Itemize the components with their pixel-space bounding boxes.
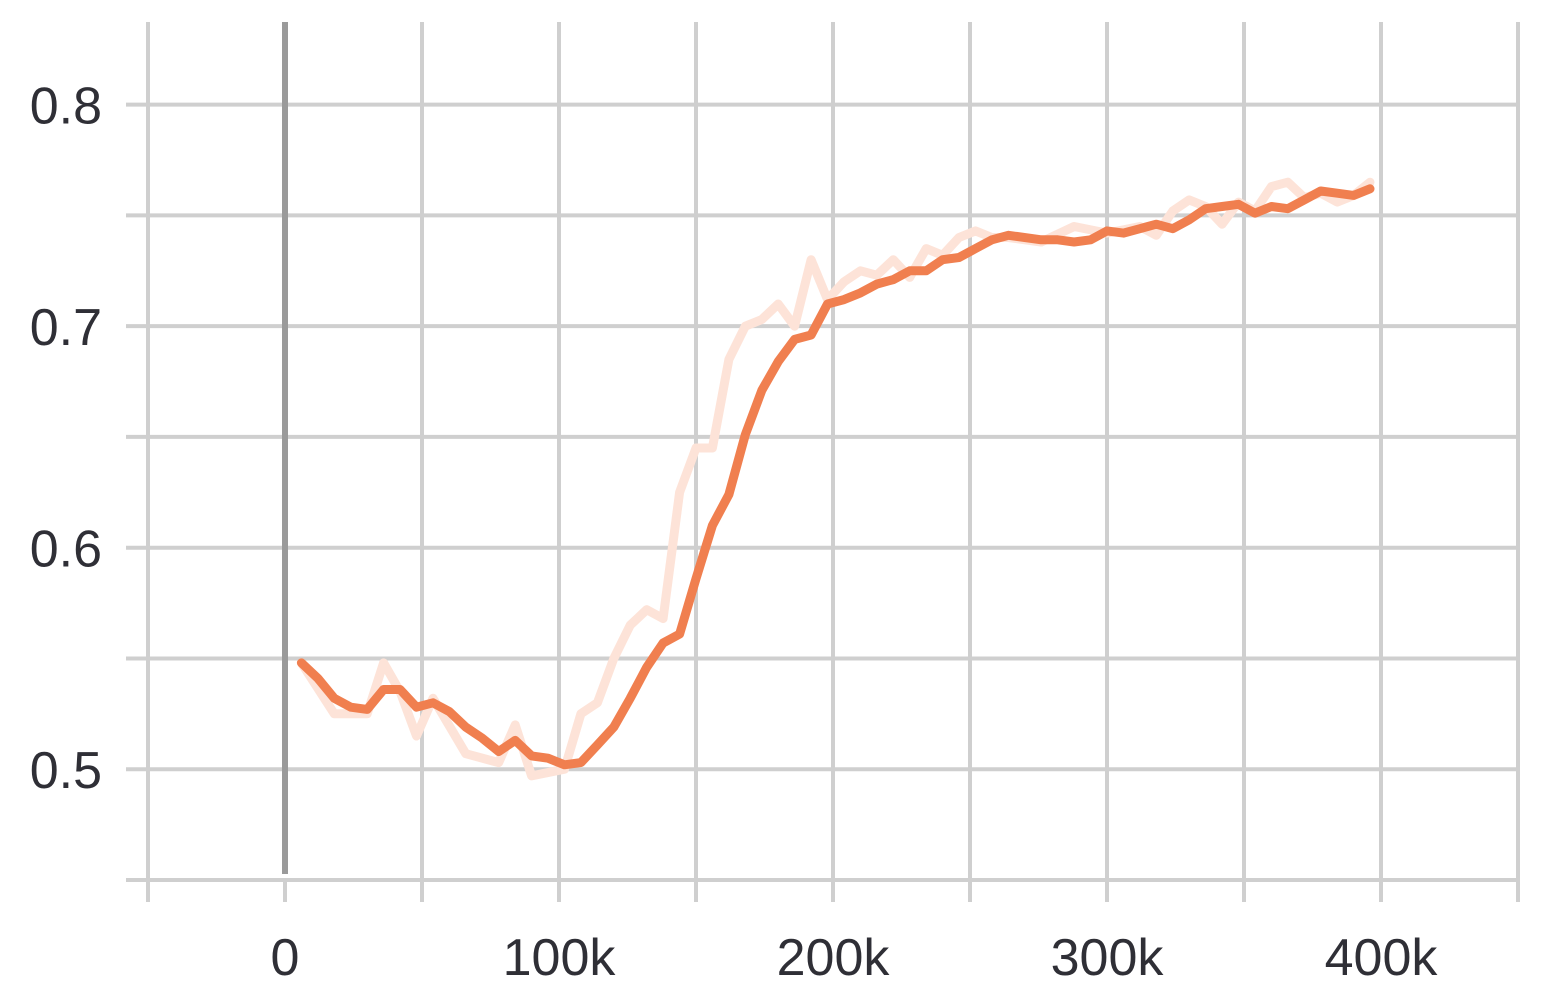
y-tick-label: 0.6 bbox=[30, 521, 102, 579]
series bbox=[296, 177, 1375, 781]
smoothed-series-line bbox=[296, 184, 1375, 770]
y-tick-label: 0.8 bbox=[30, 78, 102, 136]
y-tick-label: 0.5 bbox=[30, 742, 102, 800]
x-tick-label: 300k bbox=[1051, 929, 1165, 987]
tick-labels: 0 100k 200k 300k 400k 0.5 0.6 0.7 0.8 bbox=[30, 78, 1439, 987]
x-tick-label: 200k bbox=[777, 929, 891, 987]
axes bbox=[126, 22, 1520, 902]
raw-series-line bbox=[296, 177, 1375, 781]
y-tick-label: 0.7 bbox=[30, 299, 102, 357]
x-tick-label: 0 bbox=[271, 929, 300, 987]
grid bbox=[146, 22, 1520, 880]
x-tick-label: 400k bbox=[1325, 929, 1439, 987]
x-tick-label: 100k bbox=[503, 929, 617, 987]
